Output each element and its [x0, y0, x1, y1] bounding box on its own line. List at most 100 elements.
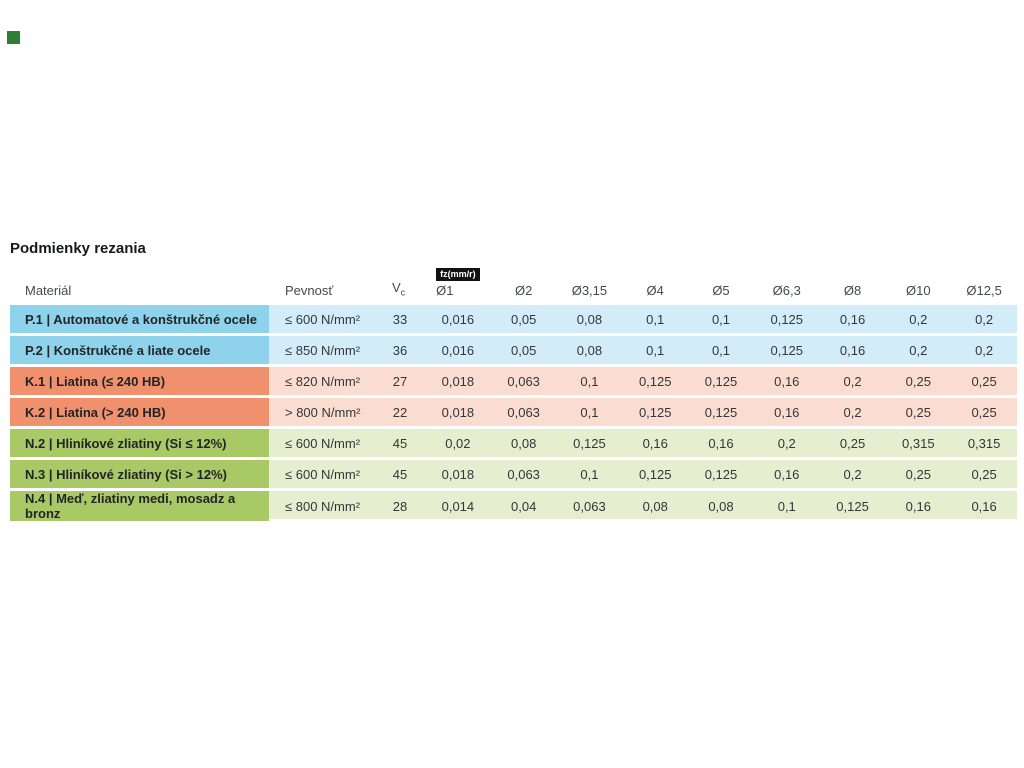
feed-value-cell: 0,016: [441, 342, 475, 358]
table-row: K.1 | Liatina (≤ 240 HB) ≤ 820 N/mm² 27 …: [10, 367, 1017, 395]
feed-value-cell: 0,08: [576, 311, 603, 327]
feed-value-cell: 0,125: [704, 404, 738, 420]
feed-value-cell: 0,05: [511, 342, 537, 358]
table-row: P.2 | Konštrukčné a liate ocele ≤ 850 N/…: [10, 336, 1017, 364]
feed-value-cell: 0,016: [441, 311, 475, 327]
feed-value-cell: 0,2: [909, 342, 928, 358]
feed-value-cell: 0,2: [909, 311, 928, 327]
feed-value-cell: 0,08: [642, 498, 668, 514]
vc-cell: 28: [392, 498, 408, 514]
feed-value-cell: 0,16: [839, 311, 866, 327]
feed-value-cell: 0,125: [573, 435, 606, 451]
feed-value-cell: 0,08: [576, 342, 603, 358]
vc-cell: 36: [392, 342, 408, 358]
material-cell: P.1 | Automatové a konštrukčné ocele: [10, 305, 269, 333]
feed-value-cell: 0,25: [971, 466, 997, 482]
feed-value-cell: 0,2: [975, 311, 994, 327]
feed-value-cell: 0,16: [774, 373, 800, 389]
feed-value-cell: 0,125: [770, 311, 804, 327]
feed-value-cell: 0,063: [573, 498, 606, 514]
feed-value-cell: 0,2: [777, 435, 796, 451]
feed-value-cell: 0,08: [708, 498, 734, 514]
table-row: N.2 | Hliníkové zliatiny (Si ≤ 12%) ≤ 60…: [10, 429, 1017, 457]
col-header-diameter-4: Ø4: [646, 283, 664, 298]
strength-cell: > 800 N/mm²: [285, 404, 361, 420]
feed-value-cell: 0,1: [646, 311, 665, 327]
col-header-material: Materiál: [25, 283, 72, 298]
col-header-diameter-5: Ø5: [712, 283, 730, 298]
feed-value-cell: 0,125: [638, 404, 672, 420]
feed-value-cell: 0,02: [445, 435, 471, 451]
feed-value-cell: 0,25: [905, 466, 931, 482]
feed-value-cell: 0,1: [711, 311, 731, 327]
material-cell: K.2 | Liatina (> 240 HB): [10, 398, 269, 426]
feed-value-cell: 0,2: [843, 404, 862, 420]
feed-value-cell: 0,25: [905, 373, 931, 389]
vc-cell: 22: [392, 404, 408, 420]
strength-cell: ≤ 600 N/mm²: [285, 311, 361, 327]
material-cell: N.3 | Hliníkové zliatiny (Si > 12%): [10, 460, 269, 488]
feed-value-cell: 0,018: [441, 373, 475, 389]
feed-value-cell: 0,1: [777, 498, 796, 514]
feed-value-cell: 0,16: [708, 435, 734, 451]
feed-value-cell: 0,125: [770, 342, 804, 358]
feed-value-cell: 0,16: [905, 498, 931, 514]
col-header-diameter-8: Ø10: [906, 283, 931, 298]
material-cell: N.4 | Meď, zliatiny medi, mosadz a bronz: [10, 491, 269, 521]
table-row: N.3 | Hliníkové zliatiny (Si > 12%) ≤ 60…: [10, 460, 1017, 488]
feed-value-cell: 0,08: [511, 435, 537, 451]
feed-value-cell: 0,125: [704, 373, 738, 389]
feed-value-cell: 0,04: [511, 498, 537, 514]
feed-unit-badge: fz(mm/r): [436, 267, 480, 281]
col-header-diameter-2: Ø2: [514, 283, 533, 298]
feed-value-cell: 0,1: [711, 342, 731, 358]
feed-value-cell: 0,2: [843, 373, 862, 389]
material-cell: K.1 | Liatina (≤ 240 HB): [10, 367, 269, 395]
feed-value-cell: 0,25: [971, 373, 997, 389]
feed-value-cell: 0,315: [967, 435, 1001, 451]
vc-cell: 27: [392, 373, 408, 389]
feed-value-cell: 0,2: [843, 466, 862, 482]
feed-value-cell: 0,1: [580, 466, 599, 482]
feed-value-cell: 0,1: [580, 404, 599, 420]
col-header-vc: Vc: [375, 280, 425, 298]
feed-value-cell: 0,16: [971, 498, 997, 514]
vc-cell: 45: [392, 466, 408, 482]
col-header-strength: Pevnosť: [285, 283, 334, 298]
feed-value-cell: 0,16: [839, 342, 866, 358]
vc-symbol: V: [392, 280, 401, 296]
vc-subscript: c: [400, 288, 406, 298]
col-header-diameter-9: Ø12,5: [966, 283, 1002, 298]
vc-cell: 45: [392, 435, 408, 451]
feed-value-cell: 0,16: [774, 404, 800, 420]
feed-value-cell: 0,2: [975, 342, 994, 358]
page-title: Podmienky rezania: [10, 240, 146, 257]
strength-cell: ≤ 600 N/mm²: [285, 466, 361, 482]
feed-value-cell: 0,16: [642, 435, 668, 451]
feed-value-cell: 0,125: [704, 466, 738, 482]
vc-cell: 33: [392, 311, 408, 327]
feed-unit-stack: fz(mm/r) Ø1: [436, 267, 480, 298]
feed-value-cell: 0,1: [580, 373, 599, 389]
feed-value-cell: 0,16: [774, 466, 800, 482]
table-row: P.1 | Automatové a konštrukčné ocele ≤ 6…: [10, 305, 1017, 333]
diameter-label: Ø1: [436, 283, 454, 298]
col-header-diameter-7: Ø8: [843, 283, 862, 298]
table-body: P.1 | Automatové a konštrukčné ocele ≤ 6…: [10, 305, 1017, 521]
col-header-diameter-6: Ø6,3: [772, 283, 801, 298]
feed-value-cell: 0,315: [902, 435, 935, 451]
strength-cell: ≤ 820 N/mm²: [285, 373, 361, 389]
feed-value-cell: 0,1: [646, 342, 665, 358]
strength-cell: ≤ 850 N/mm²: [285, 342, 361, 358]
feed-value-cell: 0,018: [441, 466, 475, 482]
feed-value-cell: 0,25: [971, 404, 997, 420]
strength-cell: ≤ 800 N/mm²: [285, 498, 361, 514]
col-header-diameter-1: fz(mm/r) Ø1: [425, 267, 491, 298]
feed-value-cell: 0,018: [441, 404, 475, 420]
feed-value-cell: 0,063: [507, 404, 540, 420]
feed-value-cell: 0,125: [836, 498, 869, 514]
feed-value-cell: 0,014: [441, 498, 475, 514]
feed-value-cell: 0,063: [507, 466, 540, 482]
feed-value-cell: 0,125: [638, 373, 672, 389]
